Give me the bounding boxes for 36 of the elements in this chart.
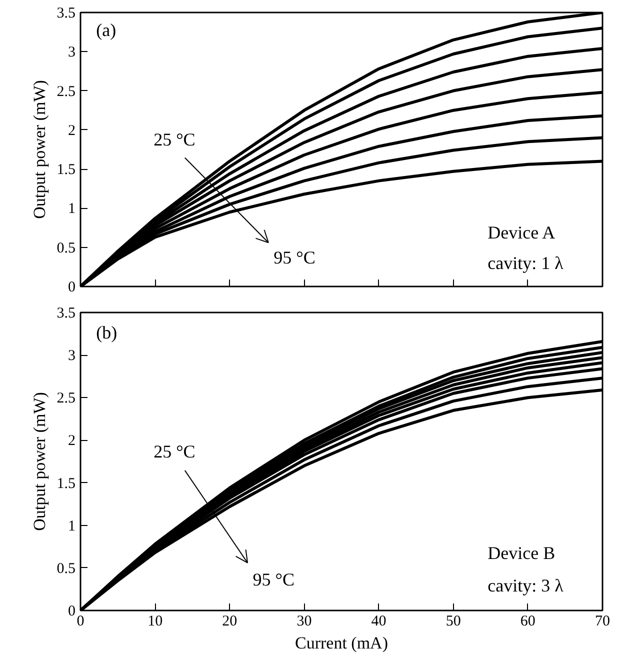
y-tick-label: 1 [68, 201, 76, 218]
annotation: cavity: 3 λ [488, 576, 564, 596]
y-axis-title: Output power (mW) [30, 80, 49, 219]
annotation: 95 °C [252, 570, 294, 590]
y-tick-label: 0 [68, 604, 76, 620]
annotation: cavity: 1 λ [488, 252, 564, 273]
y-tick-label: 1.5 [56, 476, 76, 492]
x-tick-label: 50 [446, 614, 461, 630]
annotation: 95 °C [274, 247, 316, 268]
annotation: Device A [488, 222, 556, 243]
y-tick-label: 3.5 [56, 306, 76, 322]
x-tick-label: 40 [371, 614, 386, 630]
x-tick-label: 60 [520, 614, 536, 630]
y-tick-label: 3.5 [56, 6, 76, 22]
annotation: 25 °C [154, 130, 196, 150]
x-tick-label: 30 [296, 614, 312, 630]
y-tick-label: 2 [68, 122, 76, 139]
y-tick-label: 1.5 [56, 162, 76, 178]
y-tick-label: 3 [68, 44, 76, 61]
annotation: Device B [488, 542, 556, 563]
y-tick-label: 0.5 [56, 240, 76, 256]
annotation: 25 °C [154, 442, 196, 462]
annotation: (b) [96, 322, 118, 342]
x-axis-title: Current (mA) [295, 634, 388, 652]
y-tick-label: 2.5 [56, 84, 76, 100]
x-tick-label: 10 [148, 614, 163, 630]
x-tick-label: 70 [595, 614, 610, 630]
annotation: (a) [96, 20, 116, 40]
x-tick-label: 20 [222, 614, 238, 630]
y-tick-label: 3 [68, 348, 76, 364]
y-tick-label: 2 [68, 433, 76, 450]
y-tick-label: 0 [68, 280, 76, 296]
y-tick-label: 2.5 [56, 390, 76, 407]
y-tick-label: 1 [68, 518, 76, 534]
y-tick-label: 0.5 [56, 560, 76, 577]
y-axis-title: Output power (mW) [30, 392, 49, 531]
